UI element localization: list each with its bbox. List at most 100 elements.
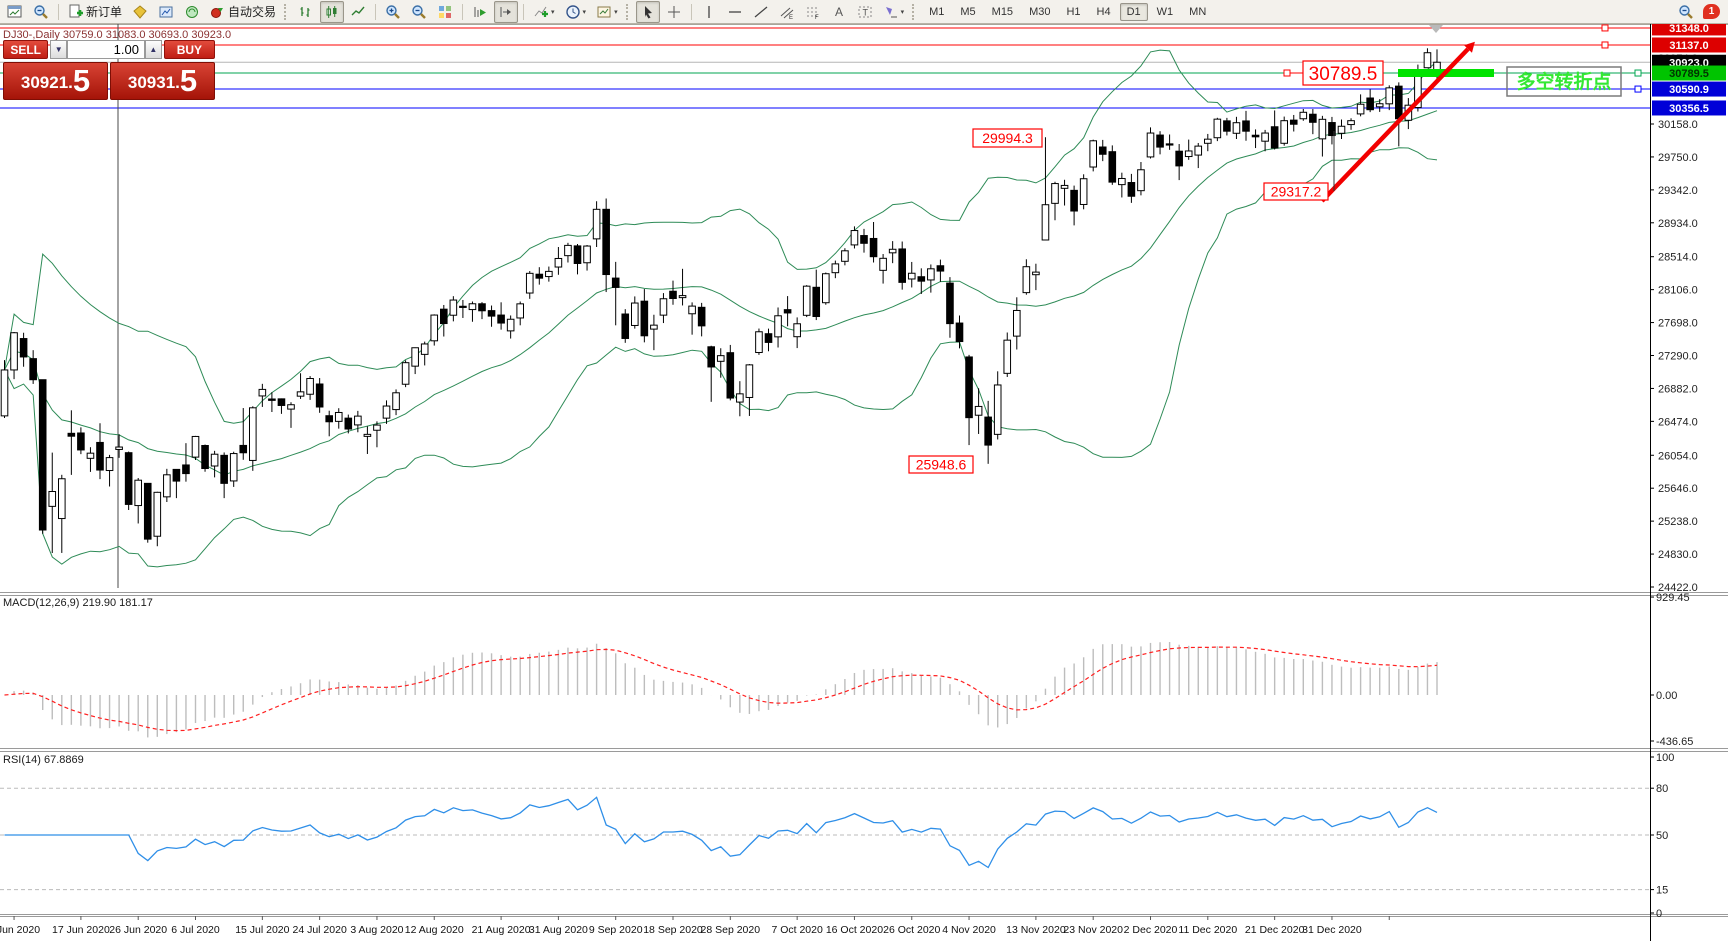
templates-button[interactable]: ▾: [592, 1, 622, 23]
timeframe-button-m5[interactable]: M5: [960, 5, 976, 18]
price-chip-text: 31137.0: [1669, 40, 1708, 52]
crosshair-button[interactable]: [662, 1, 686, 23]
toolbar-grip: [284, 3, 290, 20]
level-handles[interactable]: [1601, 24, 1642, 93]
buy-price-display[interactable]: 30931. 5: [110, 62, 215, 100]
date-tick: 2 Dec 2020: [1124, 924, 1178, 936]
note-box[interactable]: [1506, 66, 1622, 97]
annotation-box-29317.2[interactable]: [1263, 182, 1329, 201]
search-button[interactable]: [1674, 1, 1698, 23]
tile-windows-button[interactable]: [433, 1, 457, 23]
chart-window-button[interactable]: [3, 1, 27, 23]
macd-tick: 929.45: [1656, 592, 1690, 604]
annotation-text-25948.6: 25948.6: [916, 457, 967, 473]
volume-decrease-button[interactable]: ▼: [50, 40, 68, 59]
timeframe-button-m30[interactable]: M30: [1029, 5, 1051, 18]
price-chip-text: 30590.9: [1669, 84, 1709, 96]
price-chip-31137.0[interactable]: [1652, 37, 1726, 53]
timeframe-button-m15[interactable]: M15: [991, 5, 1014, 18]
autotrading-label: 自动交易: [228, 5, 277, 19]
annotation-box-30789.5[interactable]: [1302, 60, 1384, 86]
chart-profile-button[interactable]: [154, 1, 178, 23]
price-annotations[interactable]: 30789.5 29994.3 29317.2 25948.6: [908, 60, 1384, 474]
date-tick: 17 Jun 2020: [52, 924, 110, 936]
bars-chart-button[interactable]: [294, 1, 318, 23]
price-chip-30590.9[interactable]: [1652, 81, 1726, 97]
timeframe-button-mn[interactable]: MN: [1189, 5, 1207, 18]
annotation-box-25948.6[interactable]: [908, 455, 974, 474]
zoom-in-button[interactable]: [381, 1, 405, 23]
candlestick-chart-button[interactable]: [320, 0, 345, 23]
date-tick: 24 Jul 2020: [293, 924, 347, 936]
auto-scroll-button[interactable]: [468, 1, 492, 23]
rsi-tick: 15: [1656, 885, 1668, 897]
channel-button[interactable]: E: [775, 1, 799, 23]
cursor-button[interactable]: [635, 0, 660, 23]
trend-arrow-head: [1464, 41, 1475, 53]
timeframe-button-h4[interactable]: H4: [1096, 5, 1111, 18]
date-tick: 31 Dec 2020: [1302, 924, 1362, 936]
periods-button[interactable]: ▾: [561, 1, 591, 23]
trendline-button[interactable]: [749, 1, 773, 23]
line-chart-button[interactable]: [346, 1, 370, 23]
price-tick: 24830.0: [1658, 549, 1698, 561]
toolbar-grip: [625, 3, 632, 20]
scroll-marker[interactable]: [1429, 25, 1443, 33]
price-tick: 28934.0: [1658, 218, 1698, 230]
text-button[interactable]: A: [827, 1, 851, 23]
chart-background: [0, 24, 1728, 941]
price-chip-30789.5[interactable]: [1652, 65, 1726, 81]
label-button[interactable]: T: [853, 1, 877, 23]
level-handle-31348.0[interactable]: [1601, 24, 1609, 32]
vline-button[interactable]: [697, 1, 721, 23]
date-tick: 21 Aug 2020: [472, 924, 531, 936]
timeframe-button-m1[interactable]: M1: [929, 5, 945, 18]
macd-tick: -436.65: [1656, 736, 1693, 748]
note-annotation[interactable]: 多空转折点: [1506, 66, 1622, 97]
notifications-badge[interactable]: 1: [1703, 4, 1720, 19]
level-handle-30590.9[interactable]: [1634, 85, 1642, 93]
trend-arrow[interactable]: [1320, 41, 1475, 203]
metaeditor-button[interactable]: [128, 1, 152, 23]
level-handle-31137.0[interactable]: [1601, 41, 1609, 49]
chart-shift-button[interactable]: [494, 0, 519, 23]
hline-button[interactable]: [723, 1, 747, 23]
timeframe-button-d1[interactable]: D1: [1119, 2, 1148, 21]
price-chip-30356.5[interactable]: [1652, 100, 1726, 116]
axis-price-chips[interactable]: 31348.031137.030923.030789.530590.930356…: [1652, 20, 1726, 116]
price-tick: 26474.0: [1658, 416, 1698, 428]
annotation-text-29317.2: 29317.2: [1271, 184, 1322, 200]
scroll-marker-icon[interactable]: [1429, 25, 1443, 33]
volume-input[interactable]: 1.00: [67, 40, 145, 59]
annotation-box-29994.3[interactable]: [972, 128, 1043, 148]
price-chip-text: 30356.5: [1669, 103, 1709, 115]
alerts-button[interactable]: [180, 1, 204, 23]
autotrading-button[interactable]: 自动交易: [206, 1, 280, 23]
buy-button[interactable]: BUY: [163, 40, 215, 59]
shapes-button[interactable]: ▾: [879, 1, 909, 23]
date-tick: 8 Jun 2020: [0, 924, 40, 936]
timeframe-button-h1[interactable]: H1: [1066, 5, 1081, 18]
price-chip-31348.0[interactable]: [1652, 20, 1726, 36]
date-tick: 26 Jun 2020: [109, 924, 167, 936]
pane-separators[interactable]: [0, 592, 1728, 917]
macd-signal-line: [4, 646, 1438, 732]
svg-text:A: A: [835, 5, 843, 19]
level-handle-30789.5[interactable]: [1634, 69, 1642, 77]
timeframe-button-w1[interactable]: W1: [1156, 5, 1174, 18]
indicators-button[interactable]: ▾: [529, 1, 559, 23]
sell-price-display[interactable]: 30921. 5: [3, 62, 108, 100]
date-tick: 15 Jul 2020: [235, 924, 289, 936]
toolbar-separator: [690, 3, 692, 20]
print-preview-button[interactable]: [29, 1, 53, 23]
toolbar-grip: [912, 3, 918, 20]
new-order-button[interactable]: 新订单: [64, 1, 126, 23]
zoom-out-button[interactable]: [407, 1, 431, 23]
date-tick: 7 Oct 2020: [771, 924, 823, 936]
volume-increase-button[interactable]: ▲: [144, 40, 162, 59]
horizontal-level-lines[interactable]: [0, 27, 1650, 109]
sell-button[interactable]: SELL: [3, 40, 49, 59]
fibonacci-button[interactable]: F: [801, 1, 825, 23]
